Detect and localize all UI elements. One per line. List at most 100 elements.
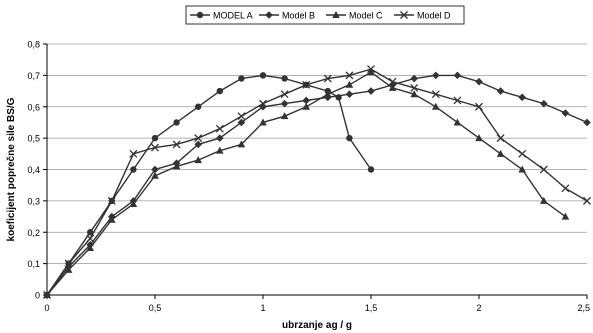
point-model-d-15-stroke-b: [367, 65, 375, 74]
point-model-d-23-stroke-b: [539, 165, 548, 174]
point-model-d-18-stroke-b: [431, 90, 440, 99]
point-model-d-14: [345, 71, 354, 80]
point-model-c-14: [345, 80, 354, 88]
y-tick-label-2: 0,2: [27, 228, 40, 238]
point-model-a-6: [173, 119, 180, 126]
point-model-d-0: [43, 291, 51, 299]
y-tick-label-7: 0,7: [27, 71, 40, 81]
point-model-b-7: [194, 140, 202, 149]
x-tick-label-0: 0: [44, 303, 49, 313]
point-model-a-5: [151, 134, 159, 142]
gridlines: [47, 43, 587, 265]
legend: MODEL A Model B Model C Model D: [185, 5, 465, 25]
y-tick-label-0: 0: [35, 291, 40, 301]
point-model-c-5: [151, 171, 159, 179]
point-model-d-15: [367, 65, 375, 74]
series-model-a: [43, 72, 375, 299]
legend-label-model-a: MODEL A: [213, 11, 253, 21]
point-model-b-20: [475, 77, 483, 86]
y-tick-label-8: 0,8: [27, 40, 40, 50]
point-model-b-22: [518, 93, 526, 102]
legend-marker-model-b: [265, 11, 273, 19]
y-tick-label-4: 0,4: [27, 165, 40, 175]
point-model-d-9-stroke-b: [237, 112, 246, 121]
point-model-c-3: [108, 215, 116, 223]
point-model-a-11: [281, 75, 288, 82]
point-model-d-9: [237, 112, 246, 121]
point-model-d-25: [583, 196, 591, 205]
y-ticks: 0 0,1 0,2 0,3 0,4 0,5 0,6 0,7 0,8: [27, 40, 47, 301]
point-model-b-17: [410, 74, 418, 83]
y-tick-label-1: 0,1: [27, 259, 40, 269]
point-model-b-5: [151, 165, 159, 174]
legend-label-model-c: Model C: [349, 11, 383, 21]
point-model-c-19: [453, 118, 462, 126]
series-line-model-d: [46, 68, 588, 296]
series-line-model-b: [46, 74, 588, 296]
series-model-b: [43, 71, 591, 299]
point-model-c-10: [259, 118, 267, 126]
point-model-d-10-stroke-b: [259, 99, 267, 108]
point-model-c-9: [237, 140, 246, 148]
point-model-d-14-stroke-b: [345, 71, 354, 80]
point-model-b-9: [237, 118, 246, 127]
point-model-d-17: [410, 83, 419, 92]
x-tick-label-5: 2,5: [577, 303, 590, 313]
point-model-d-22: [518, 149, 527, 158]
legend-entry-model-d: Model D: [394, 11, 451, 21]
point-model-d-6: [172, 140, 181, 149]
point-model-d-7: [194, 134, 203, 143]
point-model-d-2: [86, 234, 95, 243]
point-model-d-4: [129, 149, 138, 158]
point-model-d-2-stroke-b: [86, 234, 95, 243]
point-model-b-19: [453, 71, 462, 80]
legend-marker-model-d: [400, 11, 408, 19]
point-model-d-17-stroke-b: [410, 83, 419, 92]
point-model-d-4-stroke-b: [129, 149, 138, 158]
point-model-d-16: [388, 77, 397, 86]
point-model-d-20-stroke-b: [475, 102, 483, 111]
point-model-d-11-stroke-b: [280, 90, 289, 99]
x-tick-label-3: 1,5: [365, 303, 378, 313]
legend-label-model-b: Model B: [282, 11, 315, 21]
series-line-model-a: [46, 74, 372, 296]
series-layer: [43, 65, 591, 299]
point-model-d-5-stroke-b: [151, 143, 159, 152]
point-model-a-7: [195, 103, 202, 110]
point-model-d-22-stroke-b: [518, 149, 527, 158]
point-model-c-7: [194, 156, 202, 164]
point-model-c-21: [496, 149, 505, 157]
x-tick-label-4: 2: [476, 303, 481, 313]
point-model-d-24-stroke-b: [561, 184, 570, 193]
point-model-a-2: [87, 229, 94, 236]
x-tick-label-1: 0,5: [149, 303, 162, 313]
legend-marker-model-a: [196, 11, 204, 19]
point-model-c-8: [216, 146, 224, 154]
legend-entry-model-c: Model C: [326, 11, 383, 21]
point-model-d-3-stroke-b: [107, 196, 116, 205]
point-model-d-19: [453, 96, 462, 105]
point-model-d-0-stroke-b: [43, 291, 51, 299]
series-model-d: [43, 65, 591, 299]
point-model-d-21: [496, 134, 505, 143]
point-model-d-18: [431, 90, 440, 99]
point-model-a-15: [346, 134, 353, 142]
point-model-a-8: [216, 87, 223, 95]
point-model-a-9: [238, 75, 245, 82]
point-model-b-25: [583, 118, 591, 127]
point-model-d-24: [561, 184, 570, 193]
point-model-b-23: [540, 99, 548, 108]
point-model-d-1-stroke-b: [64, 259, 73, 268]
point-model-d-19-stroke-b: [453, 96, 462, 105]
point-model-d-10: [259, 99, 267, 108]
point-model-c-13: [324, 90, 332, 98]
point-model-c-12: [302, 102, 310, 110]
point-model-b-24: [561, 109, 570, 117]
point-model-c-6: [172, 162, 181, 170]
point-model-c-4: [129, 200, 138, 208]
legend-box: [185, 5, 465, 25]
point-model-d-23: [539, 165, 548, 174]
point-model-b-15: [367, 87, 375, 95]
point-model-b-8: [216, 134, 224, 142]
